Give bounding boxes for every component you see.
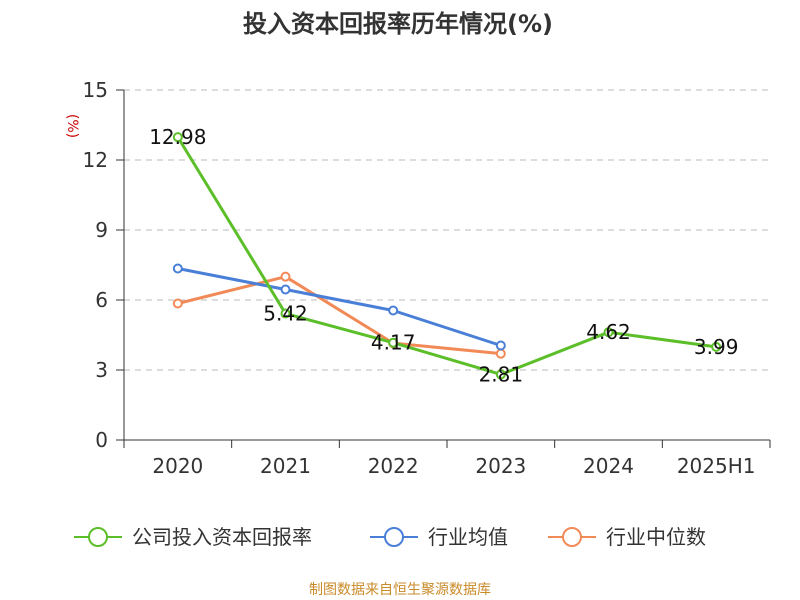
data-point xyxy=(280,308,291,319)
legend-marker xyxy=(562,527,582,547)
data-point xyxy=(495,340,506,351)
data-point xyxy=(280,271,291,282)
series-layer xyxy=(172,132,722,380)
series-line xyxy=(176,136,717,376)
source-note: 制图数据来自恒生聚源数据库 xyxy=(309,582,491,598)
data-point xyxy=(388,337,399,348)
data-point xyxy=(280,284,291,295)
data-point xyxy=(495,369,506,380)
data-point xyxy=(172,132,183,143)
x-tick-label: 2024 xyxy=(583,454,634,478)
grid-lines xyxy=(124,89,770,371)
legend-label: 行业中位数 xyxy=(606,525,706,549)
data-point xyxy=(388,305,399,316)
data-label: 4.62 xyxy=(586,320,631,344)
y-tick-label: 12 xyxy=(83,148,108,172)
data-label: 2.81 xyxy=(479,362,524,386)
data-label: 12.98 xyxy=(149,125,206,149)
y-tick-label: 9 xyxy=(95,218,108,242)
y-tick-label: 0 xyxy=(95,428,108,452)
legend-label: 行业均值 xyxy=(428,525,508,549)
axes: 0 3 6 9 12 15 2020 2021 2022 2023 2024 2025H1 xyxy=(83,78,771,478)
y-tick-label: 15 xyxy=(83,78,108,102)
x-tick-label: 2022 xyxy=(368,454,419,478)
legend-marker xyxy=(88,527,108,547)
legend-label: 公司投入资本回报率 xyxy=(132,525,312,549)
data-label: 5.42 xyxy=(263,302,308,326)
x-tick-label: 2020 xyxy=(152,454,203,478)
y-tick-label: 3 xyxy=(95,358,108,382)
series-line xyxy=(177,267,502,347)
data-point xyxy=(172,263,183,274)
x-tick-label: 2021 xyxy=(260,454,311,478)
data-point xyxy=(711,341,722,352)
data-label: 4.17 xyxy=(371,331,416,355)
data-point xyxy=(603,327,614,338)
data-label: 3.99 xyxy=(694,335,739,359)
x-tick-label: 2023 xyxy=(475,454,526,478)
y-axis-label: (%) xyxy=(64,114,80,138)
y-tick-label: 6 xyxy=(95,288,108,312)
legend: 公司投入资本回报率 行业均值 行业中位数 xyxy=(74,525,706,549)
x-tick-label: 2025H1 xyxy=(677,454,756,478)
data-point xyxy=(172,298,183,309)
legend-marker xyxy=(384,527,404,547)
data-point xyxy=(495,348,506,359)
chart-title: 投入资本回报率历年情况(%) xyxy=(243,10,553,38)
data-labels: 12.98 5.42 4.17 2.81 4.62 3.99 xyxy=(149,125,738,386)
series-line xyxy=(177,275,501,356)
